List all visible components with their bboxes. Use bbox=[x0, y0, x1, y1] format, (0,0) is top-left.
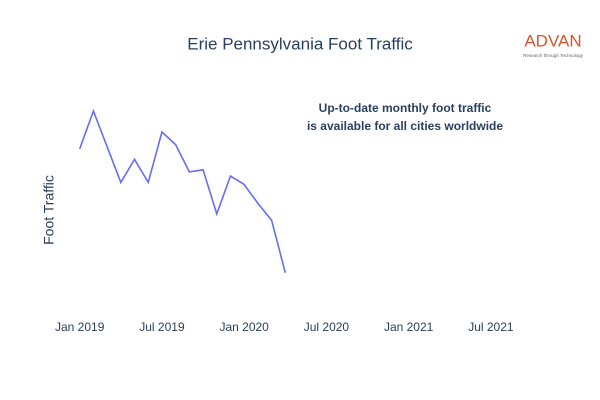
x-tick-label: Jul 2020 bbox=[304, 320, 350, 334]
x-tick-label: Jan 2020 bbox=[219, 320, 269, 334]
logo: ADVAN bbox=[524, 31, 581, 50]
line bbox=[78, 108, 287, 273]
annotation: Up-to-date monthly foot traffic bbox=[319, 101, 492, 115]
chart-title: Erie Pennsylvania Foot Traffic bbox=[187, 34, 413, 53]
annotation: is available for all cities worldwide bbox=[307, 119, 503, 133]
x-tick-label: Jul 2021 bbox=[468, 320, 514, 334]
x-tick-label: Jan 2019 bbox=[55, 320, 105, 334]
logo-tagline: Research through Technology bbox=[523, 53, 583, 58]
x-tick-label: Jul 2019 bbox=[139, 320, 185, 334]
x-tick-label: Jan 2021 bbox=[384, 320, 434, 334]
y-axis-label: Foot Traffic bbox=[41, 175, 57, 245]
